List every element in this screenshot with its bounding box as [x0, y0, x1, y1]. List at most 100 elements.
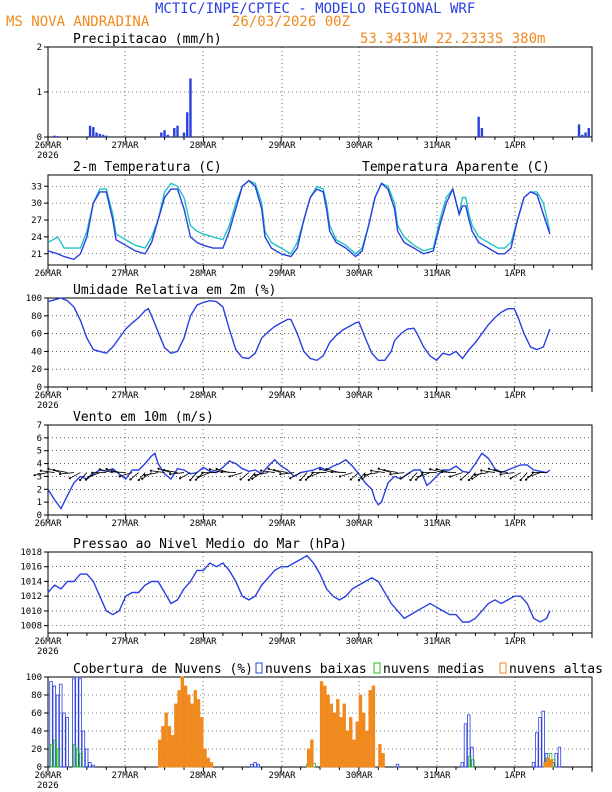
wind-arrow-94	[339, 472, 353, 477]
wind-arrow-54	[209, 468, 223, 473]
rh-xlabel-0: 26MAR	[34, 391, 62, 401]
wind-arrow-44	[179, 472, 191, 479]
precip-bar-15	[189, 78, 192, 137]
wind-arrow-head-120	[421, 471, 424, 474]
wind-arrow-0	[34, 472, 49, 476]
clouds-series-2-bar-33	[365, 730, 369, 768]
wind-arrow-head-48	[194, 478, 198, 481]
wind-arrow-head-30	[137, 478, 140, 482]
wind-arrow-34	[144, 472, 159, 476]
clouds-series-2-bar-0	[157, 739, 162, 768]
wind-arrow-50	[198, 472, 211, 478]
wind-arrow-76	[280, 472, 295, 475]
wind-arrow-60	[229, 472, 243, 477]
wind-xlabel-2: 28MAR	[189, 519, 217, 529]
wind-arrow-head-40	[163, 468, 166, 472]
clouds-series-2-bar-27	[345, 730, 350, 768]
wind-arrow-head-112	[399, 477, 402, 480]
wind-ytick-label-1: 1	[37, 498, 42, 508]
wind-arrow-head-20	[98, 468, 101, 471]
clouds-legend-swatch-2	[499, 662, 507, 674]
wind-arrow-head-74	[273, 469, 276, 472]
clouds-series-0-bar-3	[59, 683, 63, 768]
precip-bar-13	[182, 132, 186, 137]
wind-arrow-head-62	[239, 478, 242, 481]
wind-arrow-head-116	[414, 478, 418, 481]
temp-xlabel-5: 31MAR	[423, 269, 451, 279]
clouds-series-2-bar-4	[170, 735, 175, 768]
wind-arrow-66	[252, 472, 262, 480]
wind-ytick-label-2: 2	[37, 485, 42, 495]
rh-xlabel-3: 29MAR	[268, 391, 296, 401]
clouds-xlabel-2: 28MAR	[189, 771, 217, 781]
rh-ytick-label-5: 100	[26, 294, 42, 304]
wind-arrow-head-44	[179, 477, 182, 480]
wind-arrow-head-106	[377, 467, 380, 470]
clouds-legend-label-2: nuvens altas	[509, 662, 603, 677]
clouds-xlabel-4: 30MAR	[345, 771, 373, 781]
clouds-series-1-bar-1	[53, 739, 57, 768]
wind-arrow-104	[371, 470, 385, 473]
wind-arrow-148	[520, 472, 528, 481]
wind-arrow-42	[170, 472, 185, 475]
clouds-series-0-bar-26	[460, 762, 464, 768]
precip-bar-21	[587, 128, 590, 137]
wind-arrow-head-60	[228, 475, 231, 478]
wind-arrow-32	[142, 472, 152, 480]
rh-ytick-label-1: 20	[31, 365, 42, 375]
wind-arrow-head-128	[449, 475, 452, 478]
wind-title: Vento em 10m (m/s)	[73, 410, 214, 425]
wind-arrow-68	[254, 472, 269, 476]
wind-arrow-head-136	[473, 473, 476, 476]
precip-bar-11	[173, 128, 176, 137]
wind-ytick-label-5: 5	[37, 447, 42, 457]
wind-series-0-line	[47, 452, 551, 510]
precip-bar-7	[105, 135, 108, 137]
precip-bar-9	[163, 130, 166, 137]
precip-bar-20	[584, 132, 587, 137]
wind-arrow-head-114	[409, 478, 412, 482]
clouds-series-2-bar-11	[193, 690, 198, 768]
wind-arrow-head-12	[79, 478, 82, 482]
pres-ytick-label-5: 1018	[20, 548, 42, 558]
wind-arrow-112	[400, 472, 411, 479]
wind-arrow-head-100	[361, 477, 364, 480]
clouds-series-2-bar-36	[378, 744, 382, 768]
wind-arrow-88	[319, 468, 334, 473]
pres-ytick-label-4: 1016	[20, 563, 42, 573]
wind-arrow-head-76	[279, 473, 282, 476]
clouds-series-1-bar-3	[72, 744, 77, 768]
precip-xlabel-5: 31MAR	[423, 141, 451, 151]
wind-arrow-head-84	[307, 476, 310, 479]
wind-arrow-head-102	[363, 473, 366, 477]
clouds-legend-swatch-0	[255, 662, 263, 674]
temp-xlabel-1: 27MAR	[111, 269, 139, 279]
rh-xlabel-5: 31MAR	[423, 391, 451, 401]
wind-arrow-head-138	[480, 469, 483, 472]
wind-arrow-30	[138, 472, 146, 481]
wind-arrow-head-140	[487, 467, 490, 470]
pres-xlabel-5: 31MAR	[423, 637, 451, 647]
clouds-series-2-bar-16	[209, 762, 214, 768]
wind-arrow-head-8	[59, 472, 62, 476]
clouds-series-2-bar-3	[167, 726, 172, 768]
wind-xlabel-0: 26MAR	[34, 519, 62, 529]
wind-arrow-head-132	[467, 478, 471, 482]
wind-arrow-118	[418, 472, 431, 478]
clouds-ytick-label-5: 100	[26, 673, 42, 683]
temp-legend-label: Temperatura Aparente (C)	[362, 160, 550, 175]
wind-arrow-114	[410, 472, 418, 481]
wind-arrow-132	[468, 472, 476, 481]
wind-arrow-138	[481, 470, 495, 473]
clouds-series-2-bar-22	[329, 703, 334, 768]
wind-arrow-head-70	[259, 469, 263, 472]
wind-arrow-98	[358, 472, 366, 481]
clouds-series-2-bar-1	[161, 726, 165, 768]
clouds-series-2-bar-26	[342, 703, 346, 768]
clouds-xlabel-year: 2026	[37, 781, 59, 791]
temp-ytick-label-0: 21	[31, 250, 42, 260]
precip-bar-10	[166, 134, 170, 137]
wind-arrow-126	[442, 471, 457, 473]
